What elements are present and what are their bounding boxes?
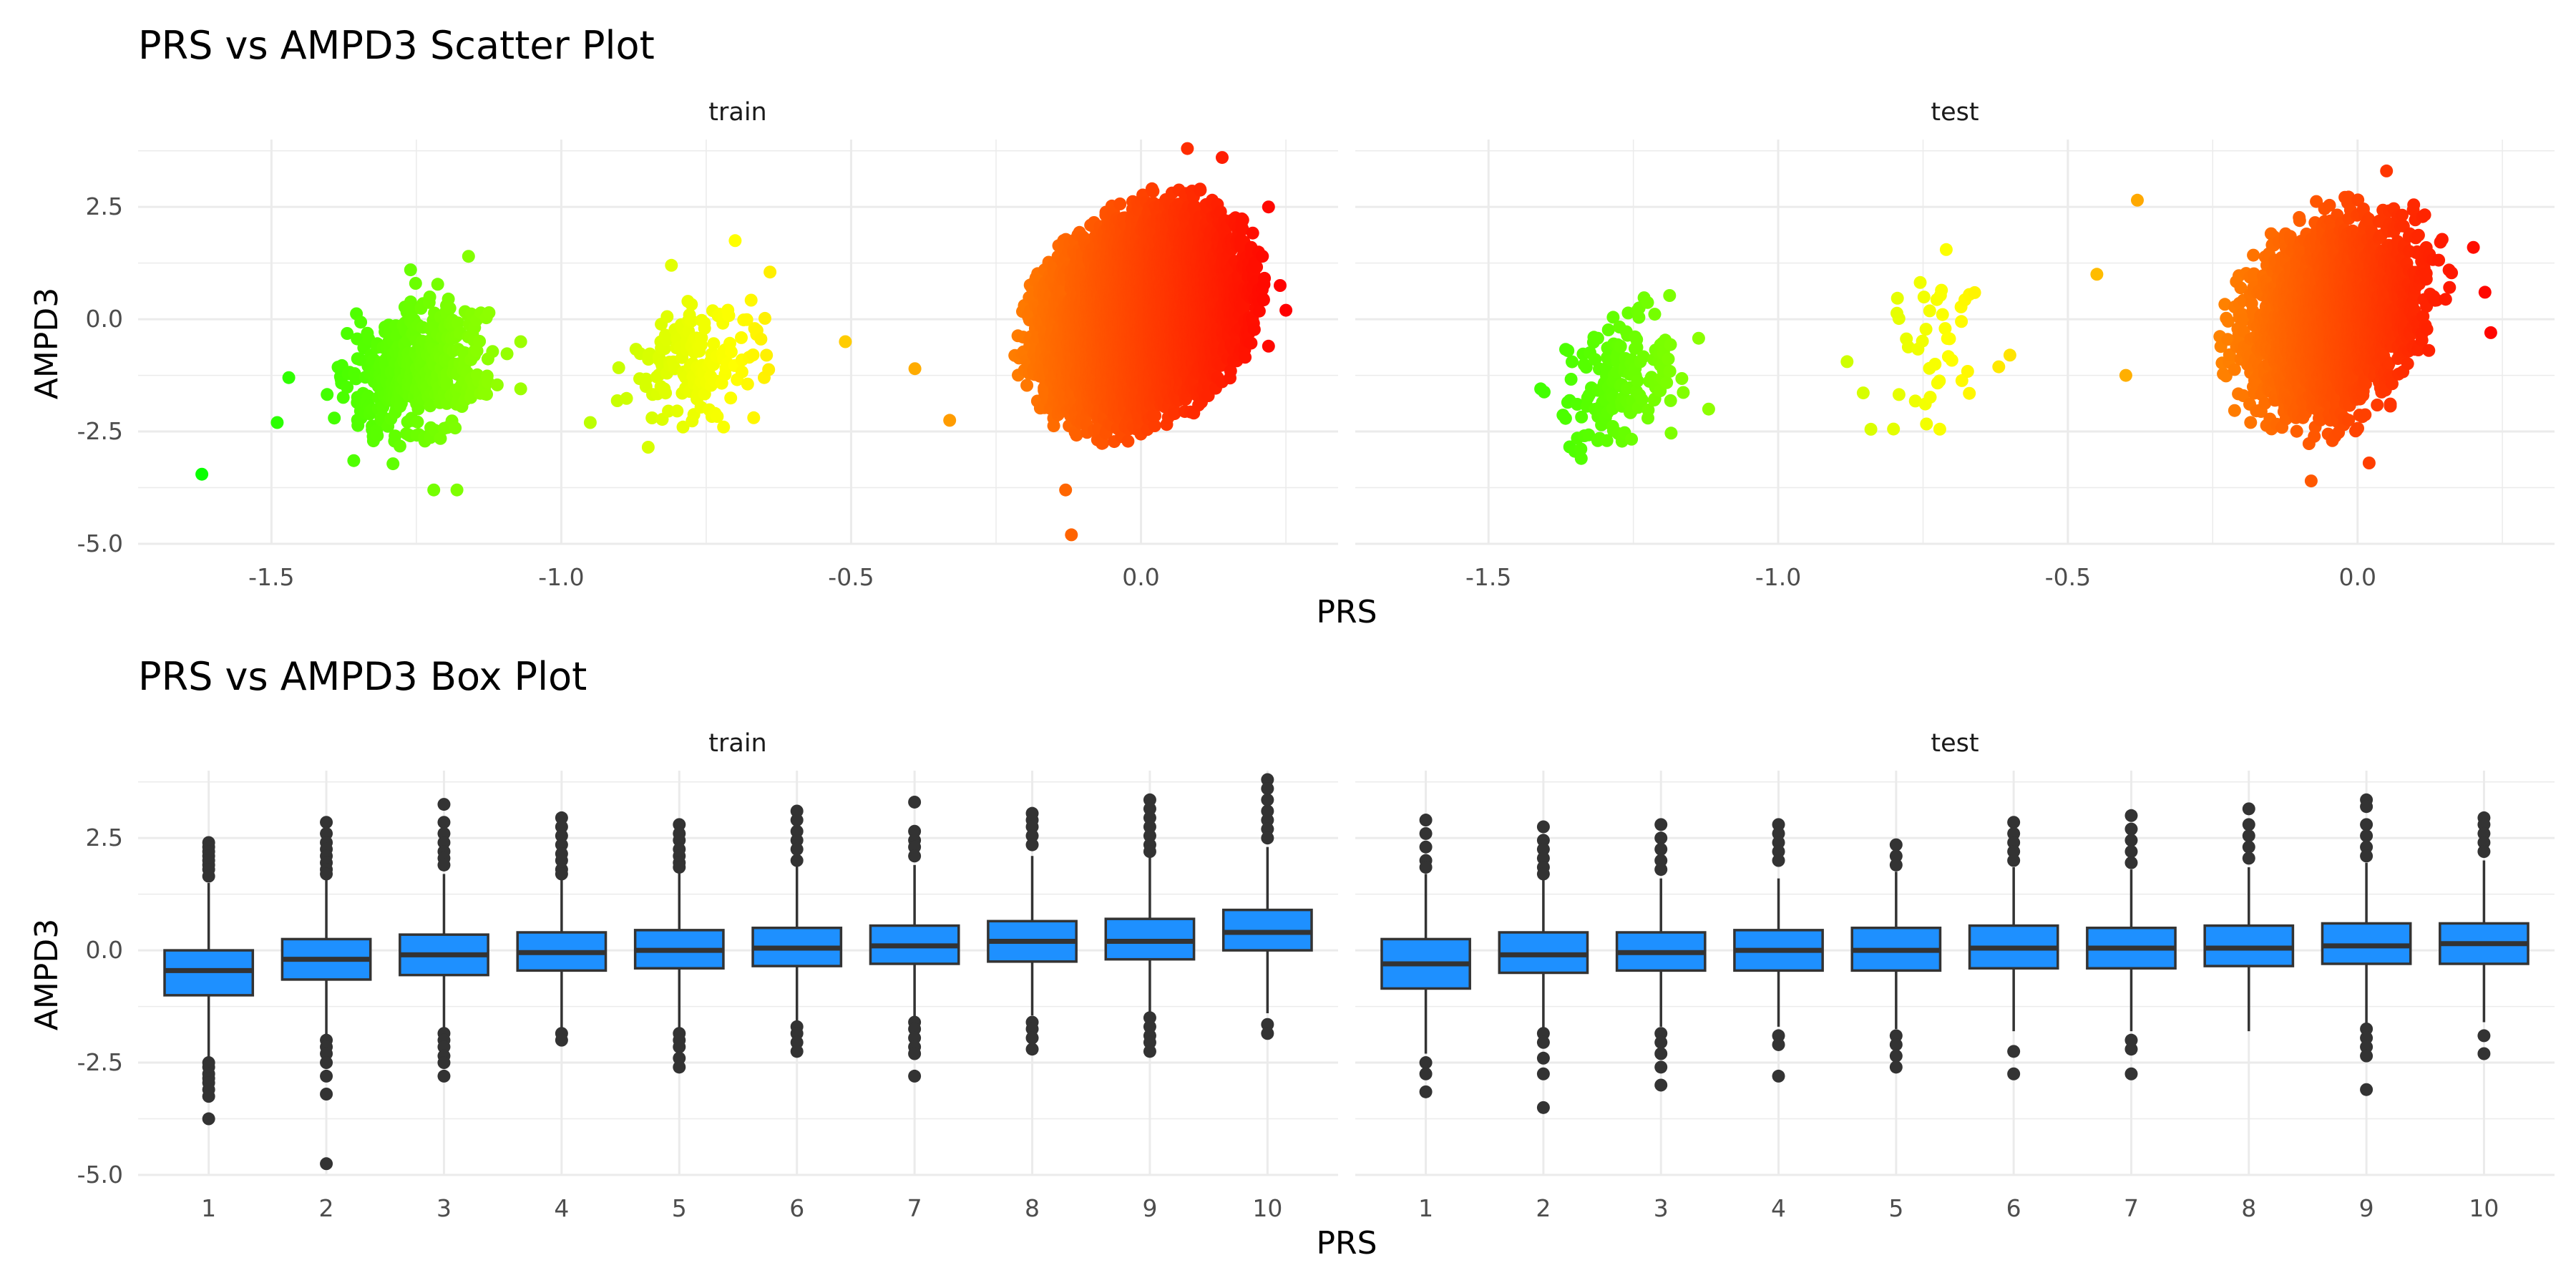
scatter-point bbox=[612, 361, 625, 374]
scatter-point bbox=[735, 331, 748, 344]
scatter-point bbox=[427, 483, 441, 497]
scatter-point bbox=[393, 439, 406, 453]
scatter-point bbox=[717, 420, 731, 434]
scatter-point bbox=[500, 347, 514, 361]
scatter-point bbox=[943, 414, 957, 427]
scatter-point bbox=[641, 441, 655, 454]
scatter-point bbox=[341, 381, 354, 394]
scatter-point bbox=[404, 263, 417, 277]
scatter-point bbox=[195, 467, 209, 481]
scatter-point bbox=[1059, 483, 1073, 497]
scatter-point bbox=[462, 250, 475, 263]
scatter-point bbox=[328, 411, 341, 425]
scatter-point bbox=[1121, 434, 1135, 448]
scatter-point bbox=[620, 391, 633, 405]
scatter-point bbox=[409, 277, 422, 290]
scatter-point bbox=[282, 371, 296, 384]
scatter-point bbox=[371, 429, 384, 442]
scatter-point bbox=[1020, 379, 1034, 392]
scatter-point bbox=[482, 306, 496, 319]
scatter-point bbox=[728, 234, 742, 248]
scatter-point bbox=[341, 327, 354, 340]
scatter-point bbox=[449, 421, 462, 435]
scatter-point bbox=[490, 378, 504, 391]
scatter-point bbox=[711, 410, 724, 423]
scatter-point bbox=[423, 291, 436, 303]
scatter-point bbox=[347, 454, 361, 467]
scatter-point bbox=[698, 321, 711, 335]
scatter-point bbox=[480, 388, 493, 401]
scatter-point bbox=[735, 365, 748, 379]
scatter-title: PRS vs AMPD3 Scatter Plot bbox=[138, 23, 655, 68]
scatter-point bbox=[746, 348, 760, 361]
scatter-point bbox=[685, 298, 698, 311]
scatter-point bbox=[386, 457, 400, 471]
scatter-point bbox=[724, 391, 738, 405]
scatter-point bbox=[451, 316, 464, 330]
scatter-point bbox=[424, 399, 437, 413]
scatter-point bbox=[645, 411, 659, 424]
scatter-point bbox=[389, 429, 402, 443]
scatter-point bbox=[741, 377, 754, 391]
scatter-point bbox=[354, 316, 368, 329]
scatter-point bbox=[411, 415, 424, 429]
scatter-point bbox=[660, 310, 674, 323]
scatter-point bbox=[754, 332, 768, 346]
scatter-point bbox=[763, 265, 777, 279]
scatter-point bbox=[486, 345, 499, 358]
scatter-point bbox=[747, 411, 761, 424]
scatter-point bbox=[685, 314, 698, 328]
scatter-strip-label-train: train bbox=[708, 98, 766, 127]
scatter-point bbox=[740, 313, 753, 326]
scatter-point bbox=[758, 311, 771, 325]
scatter-point bbox=[514, 335, 527, 348]
scatter-point bbox=[665, 258, 678, 272]
scatter-point bbox=[1065, 528, 1078, 542]
scatter-point bbox=[431, 278, 444, 291]
scatter-point bbox=[1113, 197, 1127, 210]
scatter-point bbox=[744, 293, 758, 307]
scatter-point bbox=[583, 416, 597, 429]
scatter-point bbox=[676, 420, 690, 434]
scatter-point bbox=[722, 309, 736, 323]
scatter-point bbox=[760, 348, 774, 362]
scatter-point bbox=[321, 388, 334, 401]
scatter-point bbox=[434, 431, 447, 445]
scatter-point bbox=[660, 333, 673, 347]
scatter-point bbox=[1047, 419, 1060, 433]
scatter-point bbox=[473, 335, 487, 348]
scatter-point bbox=[443, 301, 457, 315]
scatter-chart: PRS vs AMPD3 Scatter Plot train -1.5 -1.0… bbox=[29, 23, 2555, 630]
scatter-point bbox=[450, 483, 464, 497]
scatter-point bbox=[762, 363, 776, 376]
scatter-point bbox=[908, 362, 922, 376]
scatter-point bbox=[659, 386, 673, 400]
scatter-point bbox=[270, 416, 284, 429]
scatter-point bbox=[514, 382, 527, 396]
scatter-point bbox=[411, 402, 425, 416]
scatter-point bbox=[670, 404, 684, 418]
scatter-points-train bbox=[195, 142, 1293, 542]
scatter-point bbox=[336, 391, 350, 404]
scatter-point bbox=[707, 337, 721, 351]
scatter-point bbox=[639, 372, 653, 386]
scatter-panel-train: train -1.5 -1.0 -0.5 0.0 bbox=[138, 98, 1338, 591]
scatter-point bbox=[839, 335, 852, 348]
scatter-point bbox=[724, 345, 738, 358]
scatter-point bbox=[361, 389, 375, 403]
